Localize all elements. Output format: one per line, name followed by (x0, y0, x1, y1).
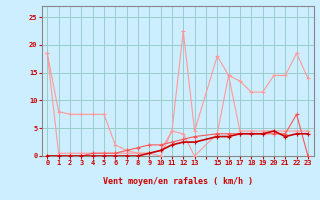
X-axis label: Vent moyen/en rafales ( km/h ): Vent moyen/en rafales ( km/h ) (103, 177, 252, 186)
